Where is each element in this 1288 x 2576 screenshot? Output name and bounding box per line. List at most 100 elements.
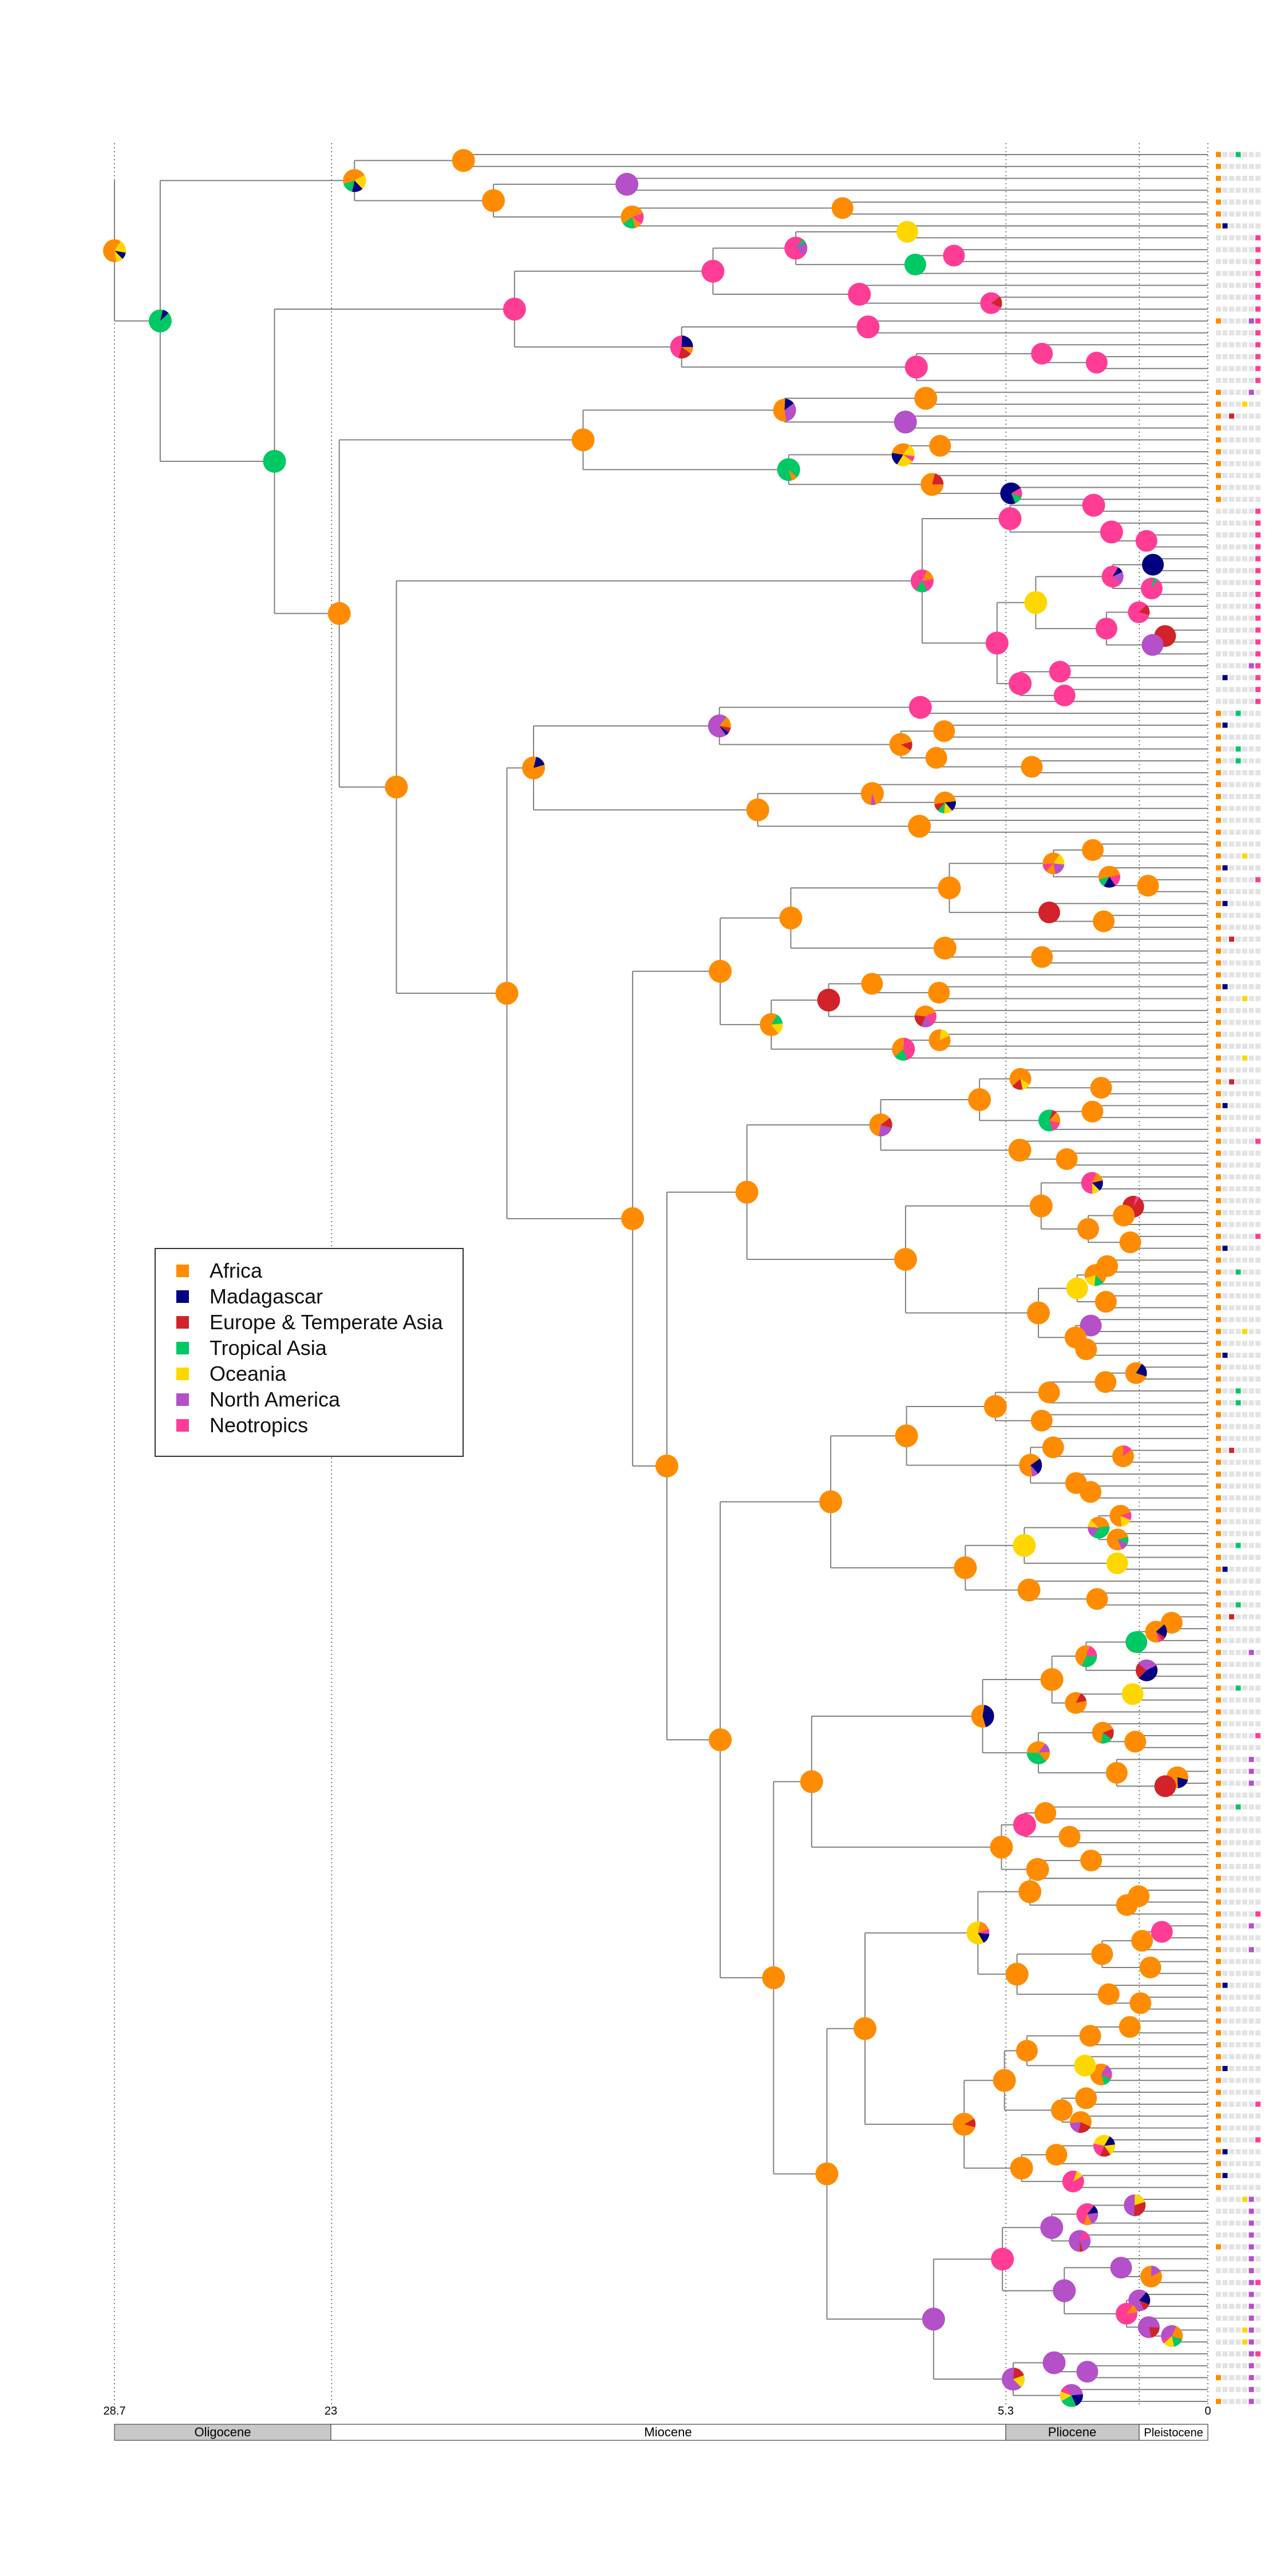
tip-area-cell (1242, 1507, 1247, 1512)
tip-area-cell (1216, 1222, 1221, 1227)
ancestral-range-pie (1076, 2203, 1099, 2225)
tip-area-cell (1235, 1982, 1241, 1988)
tip-area-cell (1216, 354, 1221, 359)
tip-area-cell (1255, 1745, 1261, 1751)
tip-area-cell (1222, 187, 1228, 193)
tip-area-cell (1242, 948, 1247, 954)
tip-area-cell (1229, 2101, 1234, 2107)
tip-area-cell (1255, 484, 1261, 490)
tip-area-cell (1249, 1186, 1254, 1192)
tip-area-cell (1235, 2399, 1241, 2404)
ancestral-range-pie (914, 1005, 937, 1028)
tip-area-cell (1229, 710, 1234, 716)
tip-area-cell (1229, 2279, 1234, 2285)
tip-area-cell (1242, 2316, 1247, 2321)
tip-area-cell (1235, 1531, 1241, 1536)
tip-area-cell (1229, 2316, 1234, 2321)
tip-area-cell (1249, 2327, 1254, 2333)
tip-area-cell (1255, 1923, 1261, 1929)
tip-area-cell (1235, 948, 1241, 954)
tip-area-cell (1222, 746, 1228, 752)
tip-area-cell (1229, 615, 1234, 621)
tip-area-cell (1235, 2125, 1241, 2131)
tip-area-cell (1242, 853, 1247, 859)
tip-area-cell (1222, 1424, 1228, 1429)
tip-area-cell (1255, 1234, 1261, 1239)
tip-area-cell (1249, 401, 1254, 407)
tip-area-cell (1242, 2196, 1247, 2202)
tip-area-cell (1249, 1376, 1254, 1382)
tip-area-cell (1249, 282, 1254, 288)
tip-area-cell (1255, 1578, 1261, 1584)
tip-area-cell (1216, 1792, 1221, 1798)
tip-area-cell (1229, 1875, 1234, 1881)
tip-area-cell (1222, 948, 1228, 954)
tip-area-cell (1235, 1935, 1241, 1941)
tip-area-cell (1222, 1650, 1228, 1656)
tip-area-cell (1222, 1352, 1228, 1358)
tip-area-cell (1255, 1531, 1261, 1536)
tip-area-cell (1242, 1198, 1247, 1204)
tip-area-cell (1216, 1697, 1221, 1703)
ancestral-range-pie (452, 149, 475, 172)
tip-area-cell (1235, 330, 1241, 336)
tip-area-cell (1229, 176, 1234, 181)
tip-area-cell (1255, 912, 1261, 918)
tip-area-cell (1216, 1388, 1221, 1394)
ancestral-range-pie (1081, 1100, 1104, 1123)
tip-area-cell (1229, 1424, 1234, 1429)
tip-area-cell (1235, 1186, 1241, 1192)
tip-area-cell (1255, 877, 1261, 883)
tip-area-cell (1242, 1127, 1247, 1132)
ancestral-range-pie (495, 982, 519, 1005)
tip-area-cell (1249, 294, 1254, 300)
tip-area-cell (1235, 841, 1241, 847)
legend-item-north-america: North America (176, 1388, 340, 1411)
tip-area-cell (1222, 449, 1228, 455)
tip-area-cell (1249, 1210, 1254, 1215)
tip-area-cell (1222, 2113, 1228, 2119)
tip-area-cell (1242, 1186, 1247, 1192)
tip-area-cell (1242, 176, 1247, 181)
ancestral-range-pie (1095, 618, 1117, 640)
tip-area-cell (1235, 829, 1241, 835)
tip-area-cell (1229, 1448, 1234, 1453)
tip-area-cell (1235, 1020, 1241, 1025)
tip-area-cell (1242, 1055, 1247, 1061)
tip-area-cell (1222, 603, 1228, 609)
tip-area-cell (1235, 1899, 1241, 1905)
tip-area-cell (1216, 2089, 1221, 2095)
tip-area-cell (1255, 2137, 1261, 2143)
ancestral-range-pie (1151, 1921, 1173, 1943)
epoch-bar: Oligocene Miocene Pliocene Pleistocene (114, 2424, 1208, 2441)
tip-area-cell (1222, 995, 1228, 1001)
tip-area-cell (1235, 1150, 1241, 1156)
tip-area-cell (1216, 2268, 1221, 2274)
tip-area-cell (1235, 1483, 1241, 1489)
tip-area-cell (1222, 1768, 1228, 1774)
ancestral-range-pie (103, 239, 127, 263)
ancestral-range-pie (746, 798, 769, 821)
tip-area-cell (1229, 235, 1234, 240)
tip-area-cell (1255, 1994, 1261, 2000)
tip-area-cell (1235, 1970, 1241, 1976)
tip-area-cell (1242, 413, 1247, 419)
tip-area-cell (1242, 2113, 1247, 2119)
tip-area-cell (1235, 568, 1241, 574)
tip-area-cell (1235, 853, 1241, 859)
ancestral-range-pie (1058, 1826, 1081, 1848)
tip-area-cell (1235, 1709, 1241, 1715)
tip-area-cell (1216, 1103, 1221, 1108)
tip-area-cell (1235, 259, 1241, 264)
ancestral-range-pie (815, 2162, 839, 2186)
tip-area-cell (1255, 568, 1261, 574)
tip-area-cell (1235, 1745, 1241, 1751)
tip-area-cell (1216, 437, 1221, 442)
tip-area-cell (1242, 1709, 1247, 1715)
tip-area-cell (1222, 318, 1228, 324)
tip-area-cell (1222, 1174, 1228, 1180)
tip-area-cell (1229, 1828, 1234, 1834)
tip-area-cell (1222, 473, 1228, 479)
legend-label: Tropical Asia (210, 1336, 327, 1360)
tip-area-cell (1229, 1614, 1234, 1619)
